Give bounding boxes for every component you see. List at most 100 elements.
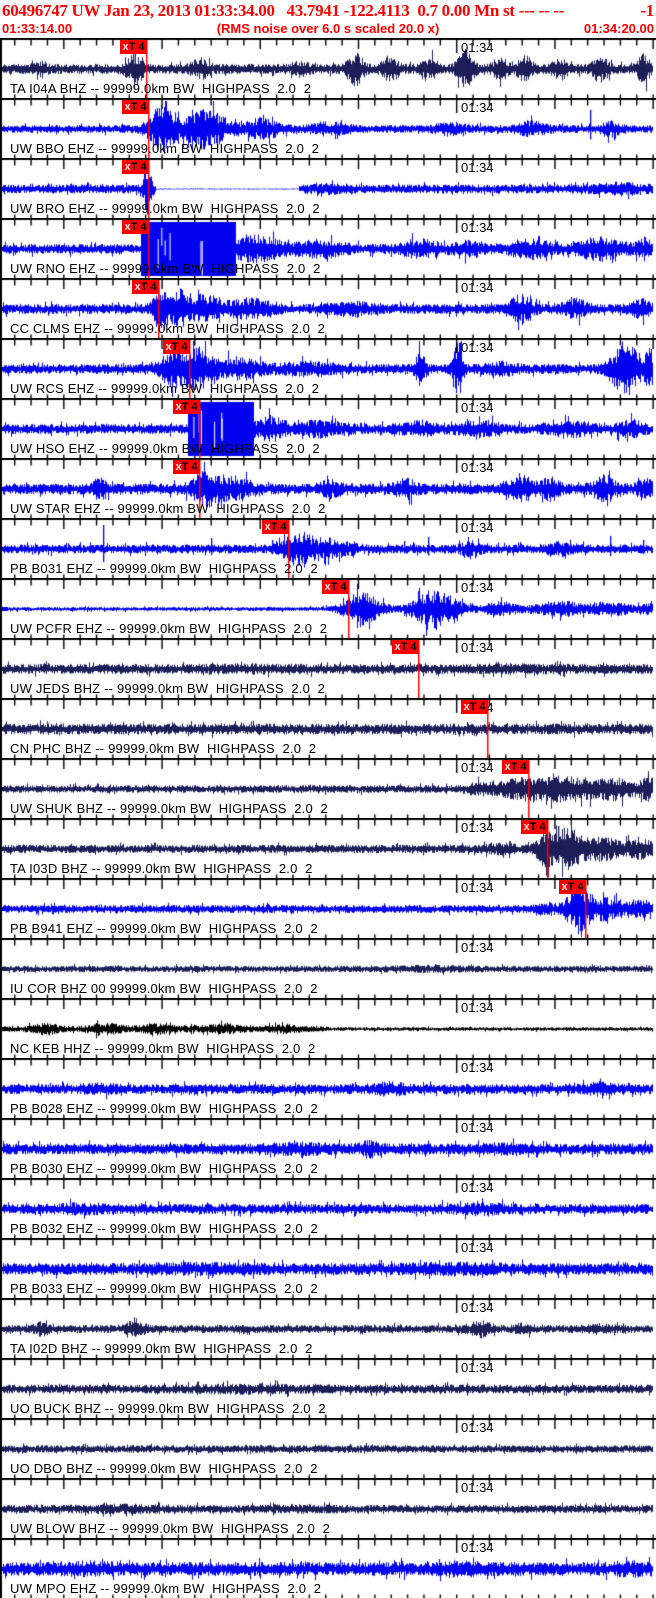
- trace-row-UW-BRO[interactable]: 01:34 xT 4 UW BRO EHZ -- 99999.0km BW HIGH…: [0, 158, 656, 218]
- waveform-canvas-UW-MPO[interactable]: [0, 1538, 656, 1598]
- trace-row-UW-PCFR[interactable]: 01:34 xT 4 UW PCFR EHZ -- 99999.0km BW HIG…: [0, 578, 656, 638]
- trace-row-PB-B032[interactable]: 01:34 PB B032 EHZ -- 99999.0km BW HIGHPAS…: [0, 1178, 656, 1238]
- minute-tick-label: 01:34: [461, 820, 494, 835]
- phase-pick-flag-CN-PHC[interactable]: xT 4: [461, 700, 488, 714]
- trace-row-UW-JEDS[interactable]: 01:34 xT 4 UW JEDS BHZ -- 99999.0km BW HIG…: [0, 638, 656, 698]
- phase-pick-flag-TA-I03D[interactable]: xT 4: [521, 820, 548, 834]
- pick-cross-icon: x: [122, 41, 129, 53]
- window-start-time: 01:33:14.00: [2, 21, 73, 36]
- trace-row-CC-CLMS[interactable]: 01:34 xT 4 CC CLMS EHZ -- 99999.0km BW HIG…: [0, 278, 656, 338]
- waveform-canvas-UW-BRO[interactable]: [0, 158, 656, 218]
- trace-row-PB-B030[interactable]: 01:34 PB B030 EHZ -- 99999.0km BW HIGHPAS…: [0, 1118, 656, 1178]
- trace-row-UW-HSO[interactable]: 01:34 xT 4 UW HSO EHZ -- 99999.0km BW HIGH…: [0, 398, 656, 458]
- trace-label-NC-KEB: NC KEB HHZ -- 99999.0km BW HIGHPASS 2.0 …: [10, 1041, 316, 1056]
- minute-tick-label: 01:34: [461, 1120, 494, 1135]
- pick-phase-label: T 4: [400, 641, 417, 653]
- minute-tick-label: 01:34: [461, 100, 494, 115]
- phase-pick-flag-PB-B031[interactable]: xT 4: [262, 520, 289, 534]
- waveform-canvas-PB-B033[interactable]: [0, 1238, 656, 1298]
- pick-phase-label: T 4: [181, 401, 198, 413]
- trace-label-UW-BLOW: UW BLOW BHZ -- 99999.0km BW HIGHPASS 2.0…: [10, 1521, 331, 1536]
- minute-tick-label: 01:34: [461, 40, 494, 55]
- waveform-canvas-UW-RCS[interactable]: [0, 338, 656, 398]
- pick-phase-label: T 4: [128, 41, 145, 53]
- trace-label-UO-BUCK: UO BUCK BHZ -- 99999.0km BW HIGHPASS 2.0…: [10, 1401, 326, 1416]
- phase-pick-flag-UW-RNO[interactable]: xT 4: [122, 220, 149, 234]
- pick-cross-icon: x: [324, 581, 331, 593]
- waveform-canvas-UW-SHUK[interactable]: [0, 758, 656, 818]
- waveform-canvas-UW-BBO[interactable]: [0, 98, 656, 158]
- waveform-canvas-UW-BLOW[interactable]: [0, 1478, 656, 1538]
- phase-pick-flag-UW-HSO[interactable]: xT 4: [173, 400, 200, 414]
- trace-row-UO-DBO[interactable]: 01:34 UO DBO BHZ -- 99999.0km BW HIGHPASS…: [0, 1418, 656, 1478]
- waveform-canvas-TA-I04A[interactable]: [0, 38, 656, 98]
- trace-row-UW-MPO[interactable]: 01:34 UW MPO EHZ -- 99999.0km BW HIGHPASS…: [0, 1538, 656, 1598]
- waveform-canvas-UW-STAR[interactable]: [0, 458, 656, 518]
- trace-row-UW-BBO[interactable]: 01:34 xT 4 UW BBO EHZ -- 99999.0km BW HIGH…: [0, 98, 656, 158]
- trace-row-TA-I03D[interactable]: 01:34 xT 4 TA I03D BHZ -- 99999.0km BW HIG…: [0, 818, 656, 878]
- trace-row-PB-B033[interactable]: 01:34 PB B033 EHZ -- 99999.0km BW HIGHPAS…: [0, 1238, 656, 1298]
- pick-phase-label: T 4: [529, 821, 546, 833]
- minute-tick-label: 01:34: [461, 1540, 494, 1555]
- trace-row-TA-I02D[interactable]: 01:34 TA I02D BHZ -- 99999.0km BW HIGHPAS…: [0, 1298, 656, 1358]
- waveform-canvas-TA-I02D[interactable]: [0, 1298, 656, 1358]
- rms-scaling-note: (RMS noise over 6.0 s scaled 20.0 x): [216, 21, 440, 36]
- trace-row-PB-B941[interactable]: 01:34 xT 4 PB B941 EHZ -- 99999.0km BW HIG…: [0, 878, 656, 938]
- trace-row-PB-B031[interactable]: 01:34 xT 4 PB B031 EHZ -- 99999.0km BW HIG…: [0, 518, 656, 578]
- trace-row-UW-RNO[interactable]: 01:34 xT 4 UW RNO EHZ -- 99999.0km BW HIGH…: [0, 218, 656, 278]
- phase-pick-flag-UW-SHUK[interactable]: xT 4: [502, 760, 529, 774]
- pick-phase-label: T 4: [510, 761, 527, 773]
- waveform-canvas-CN-PHC[interactable]: [0, 698, 656, 758]
- trace-row-PB-B028[interactable]: 01:34 PB B028 EHZ -- 99999.0km BW HIGHPAS…: [0, 1058, 656, 1118]
- waveform-canvas-UO-DBO[interactable]: [0, 1418, 656, 1478]
- phase-pick-flag-UW-BRO[interactable]: xT 4: [122, 160, 149, 174]
- trace-row-NC-KEB[interactable]: 01:34 NC KEB HHZ -- 99999.0km BW HIGHPASS…: [0, 998, 656, 1058]
- phase-pick-flag-UW-BBO[interactable]: xT 4: [122, 100, 149, 114]
- waveform-canvas-PB-B032[interactable]: [0, 1178, 656, 1238]
- pick-phase-label: T 4: [171, 341, 188, 353]
- trace-row-UO-BUCK[interactable]: 01:34 UO BUCK BHZ -- 99999.0km BW HIGHPAS…: [0, 1358, 656, 1418]
- waveform-canvas-IU-COR[interactable]: [0, 938, 656, 998]
- waveform-canvas-PB-B031[interactable]: [0, 518, 656, 578]
- phase-pick-flag-PB-B941[interactable]: xT 4: [559, 880, 586, 894]
- pick-cross-icon: x: [523, 821, 530, 833]
- phase-pick-flag-CC-CLMS[interactable]: xT 4: [132, 280, 159, 294]
- minute-tick-label: 01:34: [461, 880, 494, 895]
- phase-pick-flag-UW-RCS[interactable]: xT 4: [163, 340, 190, 354]
- event-summary-flag: -1: [640, 1, 654, 20]
- waveform-canvas-PB-B941[interactable]: [0, 878, 656, 938]
- window-time-line: 01:33:14.00 (RMS noise over 6.0 s scaled…: [0, 21, 656, 36]
- waveform-canvas-NC-KEB[interactable]: [0, 998, 656, 1058]
- phase-pick-flag-UW-PCFR[interactable]: xT 4: [322, 580, 349, 594]
- trace-row-UW-STAR[interactable]: 01:34 xT 4 UW STAR EHZ -- 99999.0km BW HIG…: [0, 458, 656, 518]
- event-summary-text: 60496747 UW Jan 23, 2013 01:33:34.00 43.…: [2, 1, 565, 20]
- waveform-canvas-CC-CLMS[interactable]: [0, 278, 656, 338]
- trace-row-UW-BLOW[interactable]: 01:34 UW BLOW BHZ -- 99999.0km BW HIGHPAS…: [0, 1478, 656, 1538]
- waveform-canvas-UW-JEDS[interactable]: [0, 638, 656, 698]
- trace-row-UW-SHUK[interactable]: 01:34 xT 4 UW SHUK BHZ -- 99999.0km BW HIG…: [0, 758, 656, 818]
- waveform-canvas-PB-B030[interactable]: [0, 1118, 656, 1178]
- pick-cross-icon: x: [264, 521, 271, 533]
- phase-pick-flag-TA-I04A[interactable]: xT 4: [120, 40, 147, 54]
- trace-row-TA-I04A[interactable]: 01:34 xT 4 TA I04A BHZ -- 99999.0km BW HIG…: [0, 38, 656, 98]
- minute-tick-label: 01:34: [461, 1420, 494, 1435]
- phase-pick-flag-UW-STAR[interactable]: xT 4: [173, 460, 200, 474]
- waveform-canvas-UO-BUCK[interactable]: [0, 1358, 656, 1418]
- phase-pick-flag-UW-JEDS[interactable]: xT 4: [392, 640, 419, 654]
- trace-label-UW-MPO: UW MPO EHZ -- 99999.0km BW HIGHPASS 2.0 …: [10, 1581, 322, 1596]
- trace-row-UW-RCS[interactable]: 01:34 xT 4 UW RCS EHZ -- 99999.0km BW HIGH…: [0, 338, 656, 398]
- pick-phase-label: T 4: [140, 281, 157, 293]
- minute-tick-label: 01:34: [461, 1060, 494, 1075]
- pick-cross-icon: x: [124, 161, 131, 173]
- trace-label-UW-SHUK: UW SHUK BHZ -- 99999.0km BW HIGHPASS 2.0…: [10, 801, 328, 816]
- trace-list: 01:34 xT 4 TA I04A BHZ -- 99999.0km BW HIG…: [0, 38, 656, 1598]
- trace-label-UW-HSO: UW HSO EHZ -- 99999.0km BW HIGHPASS 2.0 …: [10, 441, 320, 456]
- waveform-canvas-UW-HSO[interactable]: [0, 398, 656, 458]
- trace-row-IU-COR[interactable]: 01:34 IU COR BHZ 00 99999.0km BW HIGHPASS…: [0, 938, 656, 998]
- waveform-canvas-PB-B028[interactable]: [0, 1058, 656, 1118]
- trace-label-UW-STAR: UW STAR EHZ -- 99999.0km BW HIGHPASS 2.0…: [10, 501, 326, 516]
- pick-cross-icon: x: [561, 881, 568, 893]
- waveform-canvas-UW-RNO[interactable]: [0, 218, 656, 278]
